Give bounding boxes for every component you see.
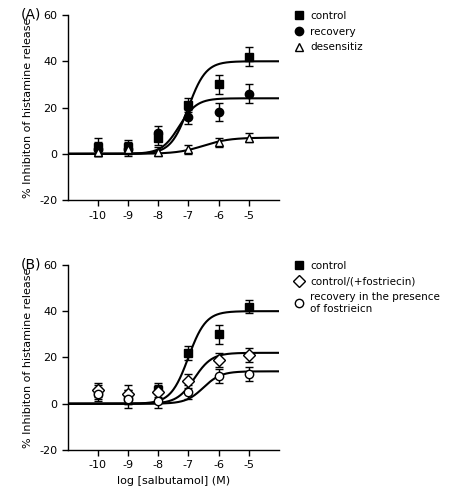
Legend: control, recovery, desensitiz: control, recovery, desensitiz [292, 11, 363, 52]
X-axis label: log [salbutamol] (M): log [salbutamol] (M) [117, 476, 230, 486]
Text: (A): (A) [21, 8, 41, 22]
Legend: control, control/(+fostriecin), recovery in the presence
of fostrieicn: control, control/(+fostriecin), recovery… [292, 261, 440, 314]
Y-axis label: % Inhibiton of histamine release: % Inhibiton of histamine release [23, 18, 33, 198]
Y-axis label: % Inhibiton of histamine release: % Inhibiton of histamine release [23, 268, 33, 448]
Text: (B): (B) [21, 258, 41, 272]
